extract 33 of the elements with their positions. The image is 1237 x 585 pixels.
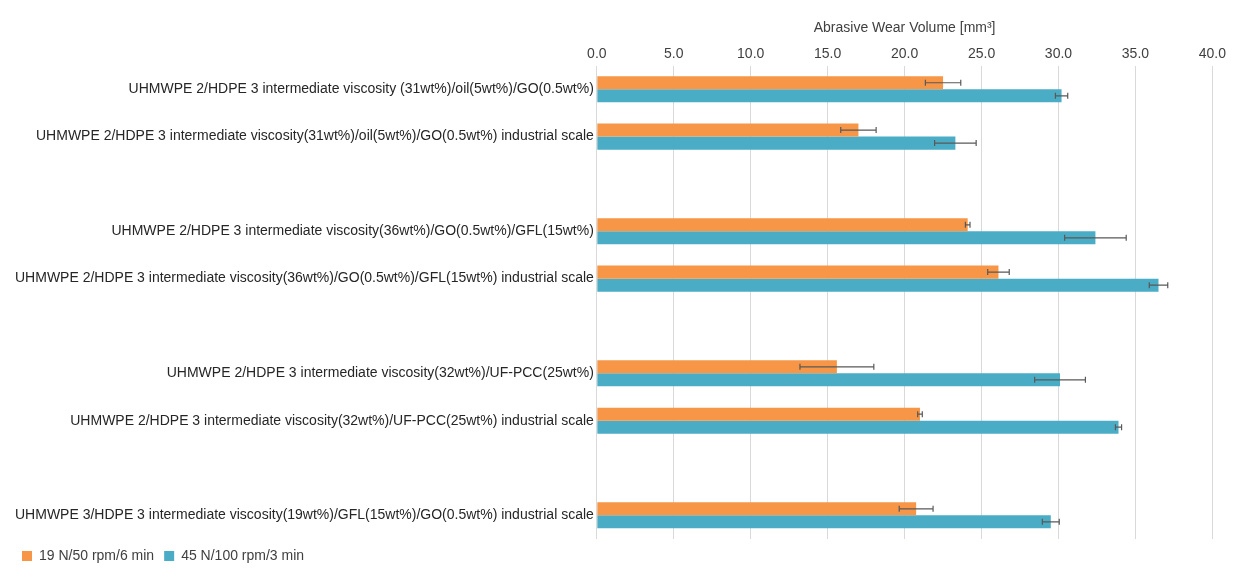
y-tick-label: UHMWPE 2/HDPE 3 intermediate viscosity(32wt%)/UF-PCC(25wt%) (166, 364, 594, 381)
y-tick-label: UHMWPE 2/HDPE 3 intermediate viscosity(32wt%)/UF-PCC(25wt%) industrial scale (70, 411, 595, 428)
x-tick-label: 5.0 (664, 45, 684, 62)
x-tick-label: 35.0 (1121, 45, 1150, 62)
x-tick-label: 10.0 (737, 45, 765, 62)
bar (597, 420, 1119, 434)
bar (597, 278, 1159, 292)
y-tick-label: UHMWPE 2/HDPE 3 intermediate viscosity(36wt%)/GO(0.5wt%)/GFL(15wt%) industrial scale (15, 269, 595, 286)
y-tick-label: UHMWPE 2/HDPE 3 intermediate viscosity (31wt%)/oil(5wt%)/GO(0.5wt%) (128, 80, 594, 97)
bar (597, 136, 956, 150)
y-tick-label: UHMWPE 3/HDPE 3 intermediate viscosity(19wt%)/GFL(15wt%)/GO(0.5wt%) industrial scale (15, 506, 595, 523)
legend-label: 45 N/100 rpm/3 min (181, 546, 305, 563)
bar (597, 76, 944, 90)
x-tick-label: 30.0 (1044, 45, 1073, 62)
x-tick-label: 15.0 (814, 45, 842, 62)
bar (597, 515, 1051, 529)
bar (597, 360, 837, 374)
x-axis-title: Abrasive Wear Volume [mm³] (813, 19, 996, 36)
bar (597, 265, 999, 279)
x-tick-label: 0.0 (587, 45, 607, 62)
bar (597, 373, 1061, 387)
y-tick-label: UHMWPE 2/HDPE 3 intermediate viscosity(31wt%)/oil(5wt%)/GO(0.5wt%) industrial scale (36, 127, 595, 144)
bar (597, 502, 917, 516)
bar (597, 123, 859, 137)
legend-label: 19 N/50 rpm/6 min (39, 546, 155, 563)
bar (597, 218, 968, 232)
bar (597, 231, 1096, 245)
bar (597, 89, 1062, 103)
bar (597, 407, 920, 421)
x-tick-label: 20.0 (890, 45, 919, 62)
y-tick-label: UHMWPE 2/HDPE 3 intermediate viscosity(36wt%)/GO(0.5wt%)/GFL(15wt%) (111, 222, 594, 239)
x-tick-label: 40.0 (1198, 45, 1227, 62)
x-tick-label: 25.0 (967, 45, 996, 62)
